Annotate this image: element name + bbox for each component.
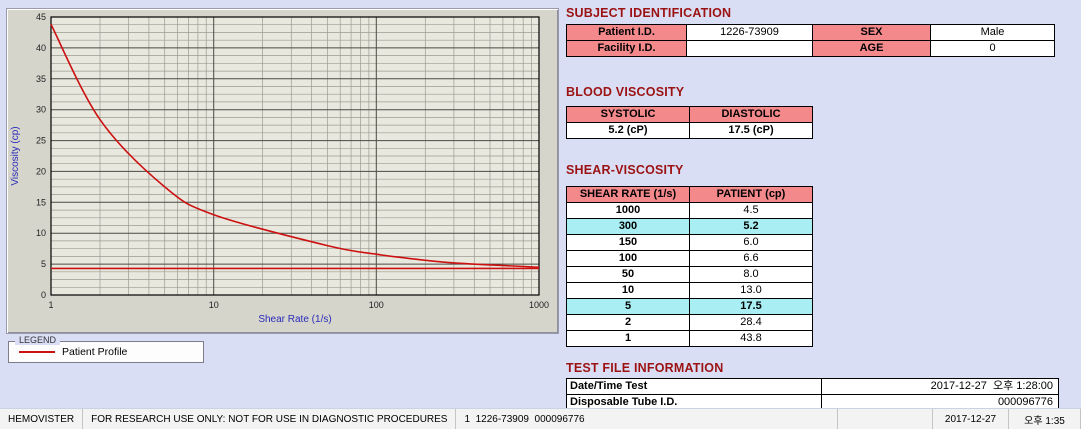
shear-viscosity-row: 150 6.0 bbox=[566, 234, 813, 251]
shear-viscosity-row: 1 43.8 bbox=[566, 330, 813, 347]
patient-cp-cell: 17.5 bbox=[689, 298, 813, 315]
svg-text:25: 25 bbox=[36, 136, 46, 146]
shear-rate-cell: 100 bbox=[566, 250, 690, 267]
svg-text:15: 15 bbox=[36, 197, 46, 207]
patient-cp-cell: 28.4 bbox=[689, 314, 813, 331]
date-time-test-label: Date/Time Test bbox=[566, 378, 822, 395]
status-date: 2017-12-27 bbox=[933, 409, 1009, 429]
subject-row: Facility I.D. AGE 0 bbox=[566, 40, 1055, 57]
systolic-value: 5.2 (cP) bbox=[566, 122, 690, 139]
patient-profile-line-swatch bbox=[19, 351, 55, 353]
blood-viscosity-value-row: 5.2 (cP) 17.5 (cP) bbox=[566, 122, 813, 139]
test-file-information-heading: TEST FILE INFORMATION bbox=[566, 361, 724, 375]
shear-rate-cell: 5 bbox=[566, 298, 690, 315]
svg-text:10: 10 bbox=[36, 228, 46, 238]
status-app-name: HEMOVISTER bbox=[0, 409, 84, 429]
shear-viscosity-row: 2 28.4 bbox=[566, 314, 813, 331]
patient-cp-cell: 8.0 bbox=[689, 266, 813, 283]
svg-text:0: 0 bbox=[41, 290, 46, 300]
svg-text:40: 40 bbox=[36, 43, 46, 53]
shear-rate-cell: 150 bbox=[566, 234, 690, 251]
status-research-notice: FOR RESEARCH USE ONLY: NOT FOR USE IN DI… bbox=[83, 409, 457, 429]
status-record-id: 1 1226-73909 000096776 bbox=[456, 409, 838, 429]
shear-viscosity-heading: SHEAR-VISCOSITY bbox=[566, 163, 684, 177]
viscosity-chart: 45 40 35 30 25 20 15 10 5 01 10 100 1000 Shear Rate (… bbox=[10, 12, 549, 325]
legend-item-label: Patient Profile bbox=[62, 346, 128, 358]
svg-text:Shear Rate (1/s): Shear Rate (1/s) bbox=[258, 314, 331, 325]
patient-id-label: Patient I.D. bbox=[566, 24, 687, 41]
test-file-information-table: Date/Time Test 2017-12-27 오후 1:28:00 Dis… bbox=[566, 378, 1059, 411]
blood-viscosity-heading: BLOOD VISCOSITY bbox=[566, 85, 685, 99]
chart-legend: LEGEND Patient Profile bbox=[8, 335, 204, 363]
shear-rate-header: SHEAR RATE (1/s) bbox=[566, 186, 690, 203]
svg-text:30: 30 bbox=[36, 105, 46, 115]
svg-text:20: 20 bbox=[36, 166, 46, 176]
subject-row: Patient I.D. 1226-73909 SEX Male bbox=[566, 24, 1055, 41]
sex-value: Male bbox=[930, 24, 1055, 41]
disposable-tube-id-value: 000096776 bbox=[821, 394, 1059, 411]
svg-text:5: 5 bbox=[41, 259, 46, 269]
systolic-header: SYSTOLIC bbox=[566, 106, 690, 123]
blood-viscosity-header-row: SYSTOLIC DIASTOLIC bbox=[566, 106, 813, 123]
sex-label: SEX bbox=[812, 24, 931, 41]
subject-identification-table: Patient I.D. 1226-73909 SEX Male Facilit… bbox=[566, 24, 1055, 57]
test-file-row: Date/Time Test 2017-12-27 오후 1:28:00 bbox=[566, 378, 1059, 395]
legend-title: LEGEND bbox=[15, 335, 61, 345]
shear-rate-cell: 10 bbox=[566, 282, 690, 299]
test-file-row: Disposable Tube I.D. 000096776 bbox=[566, 394, 1059, 411]
patient-cp-cell: 13.0 bbox=[689, 282, 813, 299]
facility-id-value bbox=[686, 40, 813, 57]
report-panel: SUBJECT IDENTIFICATION Patient I.D. 1226… bbox=[566, 6, 1059, 411]
viscosity-chart-panel: 45 40 35 30 25 20 15 10 5 0 1 10 100 1000 Shear Rate (… bbox=[6, 8, 559, 334]
shear-viscosity-row: 50 8.0 bbox=[566, 266, 813, 283]
shear-viscosity-header-row: SHEAR RATE (1/s) PATIENT (cp) bbox=[566, 186, 813, 203]
blood-viscosity-table: SYSTOLIC DIASTOLIC 5.2 (cP) 17.5 (cP) bbox=[566, 106, 813, 139]
patient-cp-cell: 6.6 bbox=[689, 250, 813, 267]
patient-id-value: 1226-73909 bbox=[686, 24, 813, 41]
legend-item-patient-profile: Patient Profile bbox=[19, 346, 127, 358]
shear-viscosity-row: 5 17.5 bbox=[566, 298, 813, 315]
shear-rate-cell: 1000 bbox=[566, 202, 690, 219]
patient-cp-cell: 4.5 bbox=[689, 202, 813, 219]
age-label: AGE bbox=[812, 40, 931, 57]
patient-cp-cell: 5.2 bbox=[689, 218, 813, 235]
svg-text:45: 45 bbox=[36, 12, 46, 22]
svg-text:1000: 1000 bbox=[529, 300, 549, 310]
shear-rate-cell: 2 bbox=[566, 314, 690, 331]
shear-rate-cell: 300 bbox=[566, 218, 690, 235]
shear-viscosity-table: SHEAR RATE (1/s) PATIENT (cp) 1000 4.5 300… bbox=[566, 186, 813, 347]
shear-viscosity-row: 300 5.2 bbox=[566, 218, 813, 235]
patient-cp-cell: 43.8 bbox=[689, 330, 813, 347]
shear-viscosity-row: 1000 4.5 bbox=[566, 202, 813, 219]
svg-text:1: 1 bbox=[48, 300, 53, 310]
svg-text:10: 10 bbox=[209, 300, 219, 310]
date-time-test-value: 2017-12-27 오후 1:28:00 bbox=[821, 378, 1059, 395]
shear-viscosity-row: 100 6.6 bbox=[566, 250, 813, 267]
shear-rate-cell: 1 bbox=[566, 330, 690, 347]
facility-id-label: Facility I.D. bbox=[566, 40, 687, 57]
diastolic-value: 17.5 (cP) bbox=[689, 122, 813, 139]
svg-text:35: 35 bbox=[36, 74, 46, 84]
status-bar: HEMOVISTER FOR RESEARCH USE ONLY: NOT FO… bbox=[0, 408, 1081, 429]
patient-cp-cell: 6.0 bbox=[689, 234, 813, 251]
diastolic-header: DIASTOLIC bbox=[689, 106, 813, 123]
shear-rate-cell: 50 bbox=[566, 266, 690, 283]
shear-viscosity-row: 10 13.0 bbox=[566, 282, 813, 299]
patient-cp-header: PATIENT (cp) bbox=[689, 186, 813, 203]
status-time: 오후 1:35 bbox=[1009, 409, 1081, 429]
subject-identification-heading: SUBJECT IDENTIFICATION bbox=[566, 6, 732, 20]
age-value: 0 bbox=[930, 40, 1055, 57]
status-spacer bbox=[838, 409, 933, 429]
svg-text:Viscosity (cp): Viscosity (cp) bbox=[10, 126, 21, 185]
svg-text:100: 100 bbox=[369, 300, 384, 310]
